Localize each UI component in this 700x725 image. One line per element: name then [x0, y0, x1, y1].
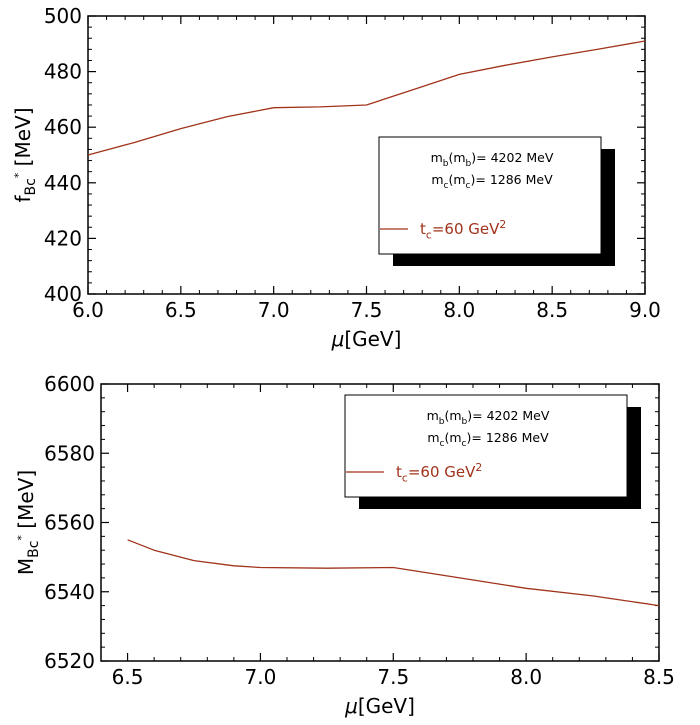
- x-tick-label: 6.5: [165, 298, 197, 322]
- series-line: [127, 539, 660, 607]
- legend-mc-text: mc(mc)= 1286 MeV: [427, 430, 549, 449]
- y-tick-label: 500: [44, 4, 82, 28]
- y-tick-label: 440: [44, 171, 82, 195]
- x-tick-label: 7.0: [258, 298, 290, 322]
- y-axis-title: fBc* [MeV]: [11, 107, 39, 202]
- y-tick-label: 400: [44, 282, 82, 306]
- x-tick-label: 7.5: [377, 665, 409, 689]
- y-axis-title: MBc* [MeV]: [14, 470, 42, 575]
- y-tick-label: 6520: [44, 649, 95, 673]
- x-tick-label: 6.0: [72, 298, 104, 322]
- x-tick-label: 8.5: [643, 665, 675, 689]
- legend-box: [344, 394, 628, 498]
- chart-mass: 6.5 7.0 7.5 8.0 8.5 6520 6540 6560 6580 6600 μ[GeV…: [14, 372, 675, 718]
- legend-mc-text: mc(mc)= 1286 MeV: [431, 172, 553, 191]
- legend-mb-text: mb(mb)= 4202 MeV: [431, 150, 554, 169]
- legend-box: [378, 136, 602, 255]
- legend-mb-text: mb(mb)= 4202 MeV: [427, 408, 550, 427]
- y-tick-label: 6580: [44, 441, 95, 465]
- y-tick-label: 460: [44, 115, 82, 139]
- x-tick-label: 9.0: [629, 298, 661, 322]
- x-tick-label: 6.5: [112, 665, 144, 689]
- y-tick-label: 6540: [44, 580, 95, 604]
- series-line: [87, 40, 646, 156]
- legend-series-label: tc=60 GeV2: [396, 461, 482, 485]
- y-tick-label: 6600: [44, 372, 95, 396]
- y-tick-label: 420: [44, 226, 82, 250]
- legend-series-label: tc=60 GeV2: [420, 218, 506, 242]
- x-tick-label: 7.0: [245, 665, 277, 689]
- x-tick-label: 7.5: [351, 298, 383, 322]
- x-tick-label: 8.5: [536, 298, 568, 322]
- chart-decay-constant: 6.0 6.5 7.0 7.5 8.0 8.5 9.0 400 420 440 460 480 500 μ…: [11, 4, 661, 351]
- y-tick-label: 480: [44, 60, 82, 84]
- x-tick-label: 8.0: [510, 665, 542, 689]
- x-tick-label: 8.0: [443, 298, 475, 322]
- x-axis-title: μ[GeV]: [331, 327, 402, 351]
- y-tick-label: 6560: [44, 511, 95, 535]
- x-axis-title: μ[GeV]: [344, 694, 415, 718]
